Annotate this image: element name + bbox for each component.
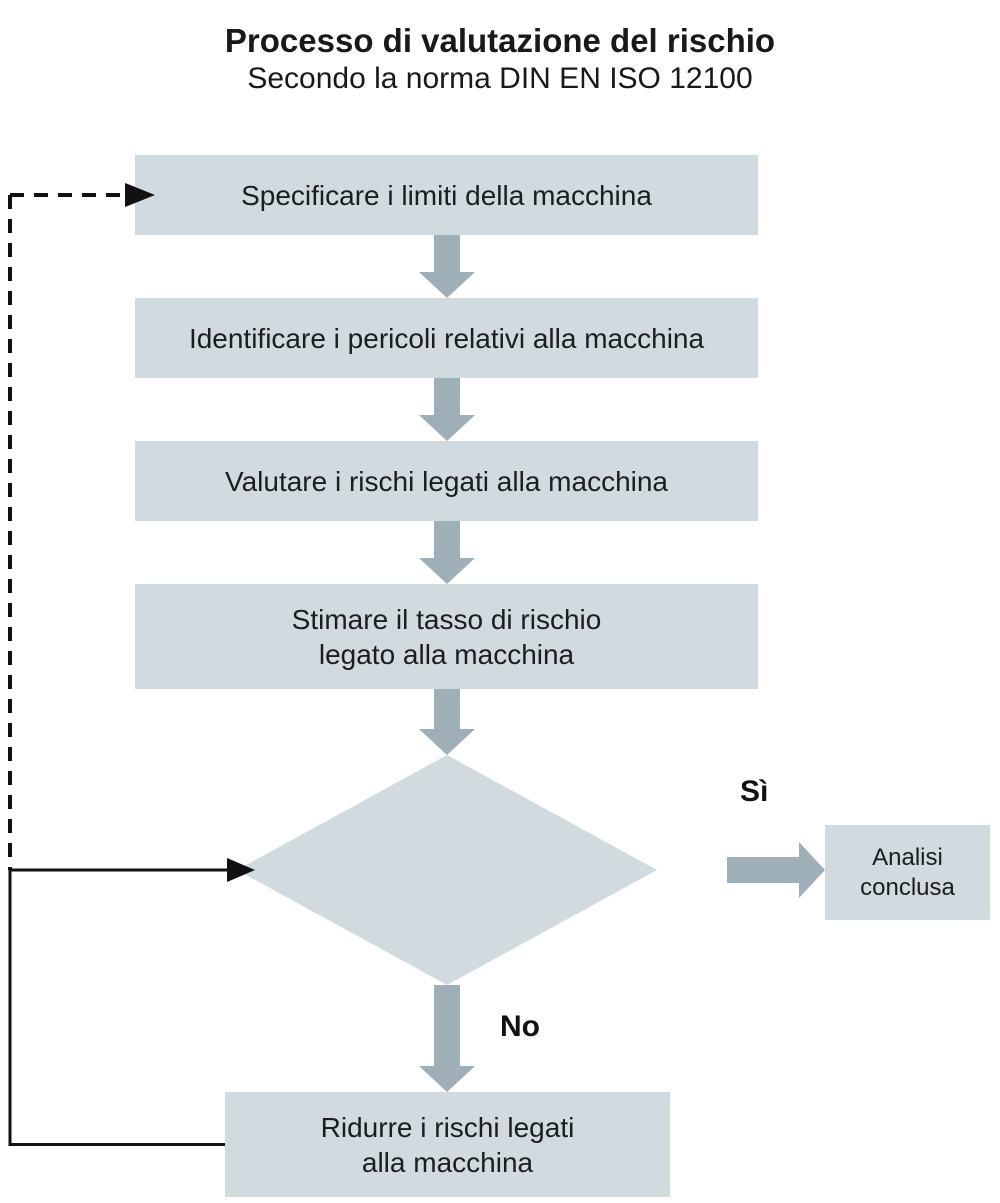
node-label: Ridurre i rischi legati alla macchina: [321, 1110, 575, 1180]
label-no: No: [500, 1010, 540, 1044]
node-decision-label: Il rischio è stato sufficientemente rido…: [267, 790, 627, 950]
node-label: Stimare il tasso di rischio legato alla …: [292, 602, 602, 672]
node-label: Valutare i rischi legati alla macchina: [225, 464, 668, 499]
node-evaluate-risks: Valutare i rischi legati alla macchina: [135, 441, 758, 521]
node-identify-hazards: Identificare i pericoli relativi alla ma…: [135, 298, 758, 378]
node-label: Il rischio è stato sufficientemente rido…: [321, 819, 573, 920]
label-yes: Sì: [740, 775, 768, 809]
node-estimate-risk-rate: Stimare il tasso di rischio legato alla …: [135, 584, 758, 689]
node-label: Analisi conclusa: [860, 843, 955, 903]
node-specify-limits: Specificare i limiti della macchina: [135, 155, 758, 235]
node-label: Identificare i pericoli relativi alla ma…: [189, 321, 704, 356]
title-sub: Secondo la norma DIN EN ISO 12100: [0, 62, 1000, 96]
title-main: Processo di valutazione del rischio: [0, 22, 1000, 60]
flowchart-canvas: Processo di valutazione del rischio Seco…: [0, 0, 1000, 1203]
node-analysis-complete: Analisi conclusa: [825, 825, 990, 920]
node-reduce-risks: Ridurre i rischi legati alla macchina: [225, 1092, 670, 1197]
node-label: Specificare i limiti della macchina: [241, 178, 652, 213]
